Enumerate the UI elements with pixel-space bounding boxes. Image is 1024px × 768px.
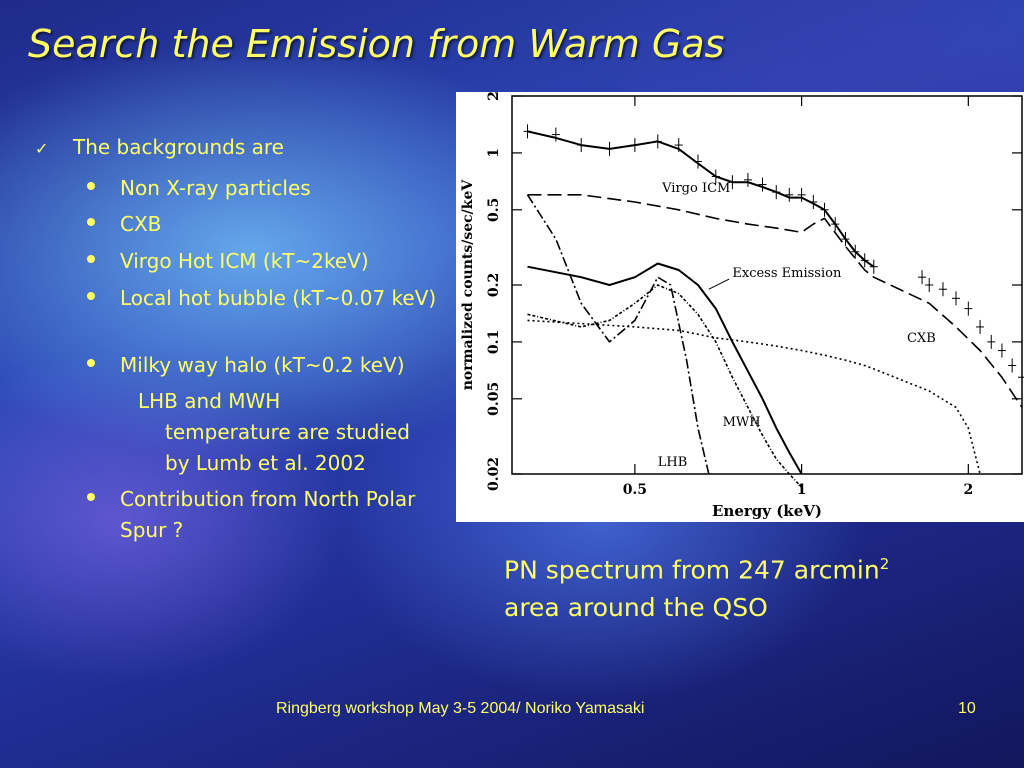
sub-text-line: by Lumb et al. 2002 bbox=[165, 451, 366, 475]
x-tick-label: 2 bbox=[963, 482, 973, 498]
bullet-text: Milky way halo (kT~0.2 keV) bbox=[120, 353, 405, 377]
y-axis-label: normalized counts/sec/keV bbox=[460, 179, 476, 391]
check-item: ✓ The backgrounds are bbox=[35, 135, 284, 159]
chart-annotation: MWH bbox=[723, 415, 761, 430]
x-tick-label: 1 bbox=[797, 482, 807, 498]
bullet-text: Non X-ray particles bbox=[120, 176, 311, 200]
annotation-arrow bbox=[708, 278, 730, 290]
bullet-dot-icon bbox=[87, 182, 95, 190]
series-line bbox=[526, 194, 710, 475]
y-tick-label: 0.5 bbox=[486, 198, 502, 222]
bullet-dot-icon bbox=[87, 292, 95, 300]
sub-text-line: LHB and MWH bbox=[138, 389, 281, 413]
checkmark-icon: ✓ bbox=[35, 139, 49, 158]
spectrum-chart-svg: 0.02 0.05 0.1 0.2 0.5 1 2 0.5 1 2 Energy (keV) norm… bbox=[460, 91, 1024, 520]
plot-frame bbox=[511, 95, 1023, 475]
y-tick-label: 0.02 bbox=[486, 457, 502, 491]
bullet-dot-icon bbox=[87, 255, 95, 263]
check-item-text: The backgrounds are bbox=[73, 135, 284, 159]
sub-text-line: temperature are studied bbox=[165, 420, 410, 444]
series-line bbox=[527, 194, 1023, 408]
y-tick-label: 0.1 bbox=[486, 330, 502, 354]
bullet-dot-icon bbox=[87, 493, 95, 501]
caption-line-2: area around the QSO bbox=[504, 593, 768, 623]
spectrum-chart: 0.02 0.05 0.1 0.2 0.5 1 2 0.5 1 2 Energy (keV) norm… bbox=[456, 91, 1024, 522]
bullet-text: Contribution from North Polar Spur ? bbox=[120, 487, 416, 542]
y-tick-label: 2 bbox=[486, 92, 502, 101]
x-axis-label: Energy (keV) bbox=[712, 502, 822, 520]
series-line bbox=[527, 130, 875, 268]
x-tick-label: 0.5 bbox=[623, 482, 647, 498]
y-tick-label: 1 bbox=[486, 148, 502, 158]
bullet-dot-icon bbox=[87, 359, 95, 367]
series-line bbox=[527, 262, 803, 475]
chart-annotation: Virgo ICM bbox=[661, 181, 730, 196]
series-line bbox=[527, 319, 981, 475]
y-tick-label: 0.2 bbox=[486, 273, 502, 297]
bullet-dot-icon bbox=[87, 218, 95, 226]
chart-annotation: Excess Emission bbox=[732, 266, 842, 281]
bullet-text: CXB bbox=[120, 212, 162, 236]
chart-annotation: LHB bbox=[658, 455, 688, 470]
bullet-text: Local hot bubble (kT~0.07 keV) bbox=[120, 286, 437, 310]
bullet-text: Virgo Hot ICM (kT~2keV) bbox=[120, 249, 369, 273]
page-number: 10 bbox=[958, 700, 976, 717]
chart-annotation: CXB bbox=[907, 331, 936, 346]
figure-caption: PN spectrum from 247 arcmin2 area around… bbox=[504, 545, 1004, 627]
footer-text: Ringberg workshop May 3-5 2004/ Noriko Y… bbox=[276, 700, 645, 717]
slide-title: Search the Emission from Warm Gas bbox=[28, 22, 725, 66]
y-tick-label: 0.05 bbox=[486, 382, 502, 416]
caption-line-1: PN spectrum from 247 arcmin2 bbox=[504, 555, 890, 585]
